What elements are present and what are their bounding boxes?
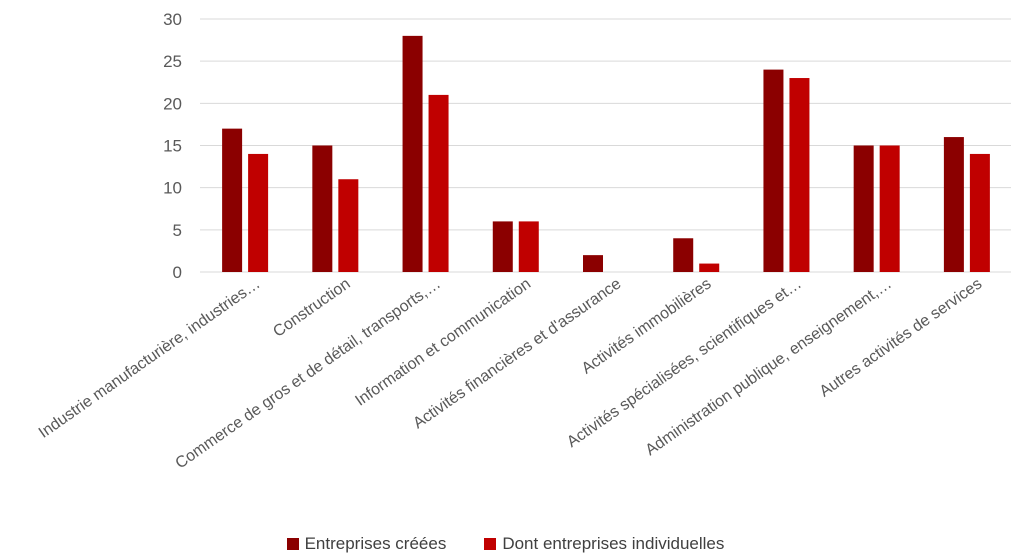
legend-item-entreprises-individuelles: Dont entreprises individuelles	[484, 534, 724, 554]
bar-series-2	[518, 221, 539, 272]
bar-series-2	[789, 78, 810, 273]
bar-series-1	[312, 145, 333, 272]
bar-series-2	[699, 263, 720, 272]
y-tick-label: 25	[163, 52, 182, 71]
x-category-label: Information et communication	[352, 275, 534, 409]
x-category-label: Industrie manufacturière, industries…	[36, 275, 264, 441]
y-tick-label: 30	[163, 10, 182, 29]
bar-series-2	[879, 145, 900, 272]
legend-label-series-1: Entreprises créées	[304, 534, 447, 553]
legend-item-entreprises-creees: Entreprises créées	[286, 534, 447, 554]
bar-series-1	[583, 255, 603, 272]
legend: Entreprises créées Dont entreprises indi…	[0, 533, 1011, 555]
bar-series-1	[492, 221, 513, 272]
bar-series-1	[402, 35, 423, 272]
legend-label-series-2: Dont entreprises individuelles	[502, 534, 725, 553]
x-category-label: Autres activités de services	[817, 275, 986, 400]
y-tick-label: 15	[163, 137, 182, 156]
y-tick-label: 20	[163, 94, 182, 113]
x-category-label: Construction	[270, 275, 353, 340]
bar-series-2	[969, 153, 990, 272]
bar-series-1	[222, 128, 243, 272]
bar-series-2	[338, 179, 359, 272]
y-tick-label: 5	[173, 221, 182, 240]
y-tick-label: 10	[163, 179, 182, 198]
bar-series-2	[428, 94, 449, 273]
bar-series-1	[943, 137, 964, 272]
legend-swatch-series-2	[484, 538, 497, 550]
bar-series-1	[763, 69, 784, 272]
bar-series-1	[673, 238, 694, 272]
bar-series-2	[248, 153, 269, 272]
y-tick-label: 0	[173, 263, 182, 282]
bar-series-1	[853, 145, 874, 272]
legend-swatch-series-1	[286, 538, 299, 550]
